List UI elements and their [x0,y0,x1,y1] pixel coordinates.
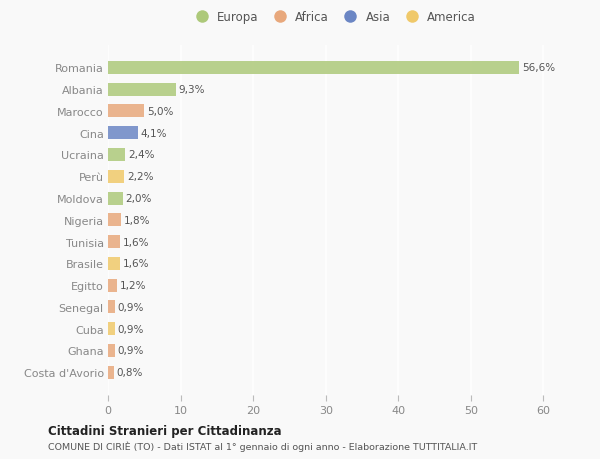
Text: 1,8%: 1,8% [124,215,151,225]
Text: 2,4%: 2,4% [128,150,155,160]
Bar [108,301,115,313]
Text: 2,0%: 2,0% [125,194,152,204]
Text: 0,9%: 0,9% [118,324,144,334]
Bar [108,170,124,184]
Bar [108,127,138,140]
Bar [108,366,114,379]
Bar [108,84,176,96]
Bar [108,322,115,336]
Text: 1,6%: 1,6% [122,259,149,269]
Bar [108,62,519,75]
Legend: Europa, Africa, Asia, America: Europa, Africa, Asia, America [185,6,481,29]
Bar [108,235,119,249]
Bar [108,192,122,205]
Bar [108,279,117,292]
Text: 1,2%: 1,2% [119,280,146,291]
Bar [108,149,125,162]
Bar [108,344,115,357]
Text: 1,6%: 1,6% [122,237,149,247]
Text: 0,8%: 0,8% [117,367,143,377]
Text: 0,9%: 0,9% [118,302,144,312]
Text: 0,9%: 0,9% [118,346,144,356]
Text: Cittadini Stranieri per Cittadinanza: Cittadini Stranieri per Cittadinanza [48,424,281,437]
Text: 56,6%: 56,6% [522,63,555,73]
Bar [108,214,121,227]
Text: COMUNE DI CIRIÈ (TO) - Dati ISTAT al 1° gennaio di ogni anno - Elaborazione TUTT: COMUNE DI CIRIÈ (TO) - Dati ISTAT al 1° … [48,441,477,451]
Text: 2,2%: 2,2% [127,172,154,182]
Text: 4,1%: 4,1% [140,129,167,139]
Bar [108,105,144,118]
Text: 5,0%: 5,0% [147,107,173,117]
Bar [108,257,119,270]
Text: 9,3%: 9,3% [178,85,205,95]
